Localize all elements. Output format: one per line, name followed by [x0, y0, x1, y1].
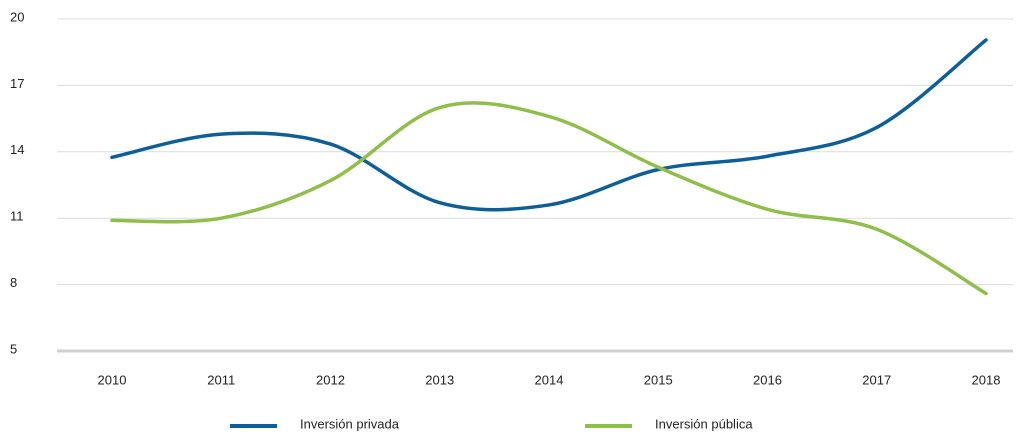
x-tick-label: 2012	[316, 372, 345, 387]
x-tick-label: 2016	[753, 372, 782, 387]
x-tick-label: 2017	[862, 372, 891, 387]
x-tick-label: 2014	[535, 372, 564, 387]
legend-label: Inversión pública	[655, 416, 753, 431]
y-tick-label: 5	[10, 341, 17, 356]
y-tick-label: 20	[10, 9, 24, 24]
legend-label: Inversión privada	[300, 416, 400, 431]
line-series	[110, 38, 988, 212]
y-tick-label: 8	[10, 275, 17, 290]
x-tick-label: 2015	[644, 372, 673, 387]
line-series	[110, 101, 988, 296]
y-tick-label: 11	[10, 209, 24, 224]
x-tick-label: 2011	[207, 372, 235, 387]
y-tick-label: 14	[10, 142, 24, 157]
x-tick-label: 2018	[972, 372, 1001, 387]
x-tick-label: 2013	[425, 372, 454, 387]
x-tick-label: 2010	[98, 372, 127, 387]
y-tick-label: 17	[10, 76, 24, 91]
